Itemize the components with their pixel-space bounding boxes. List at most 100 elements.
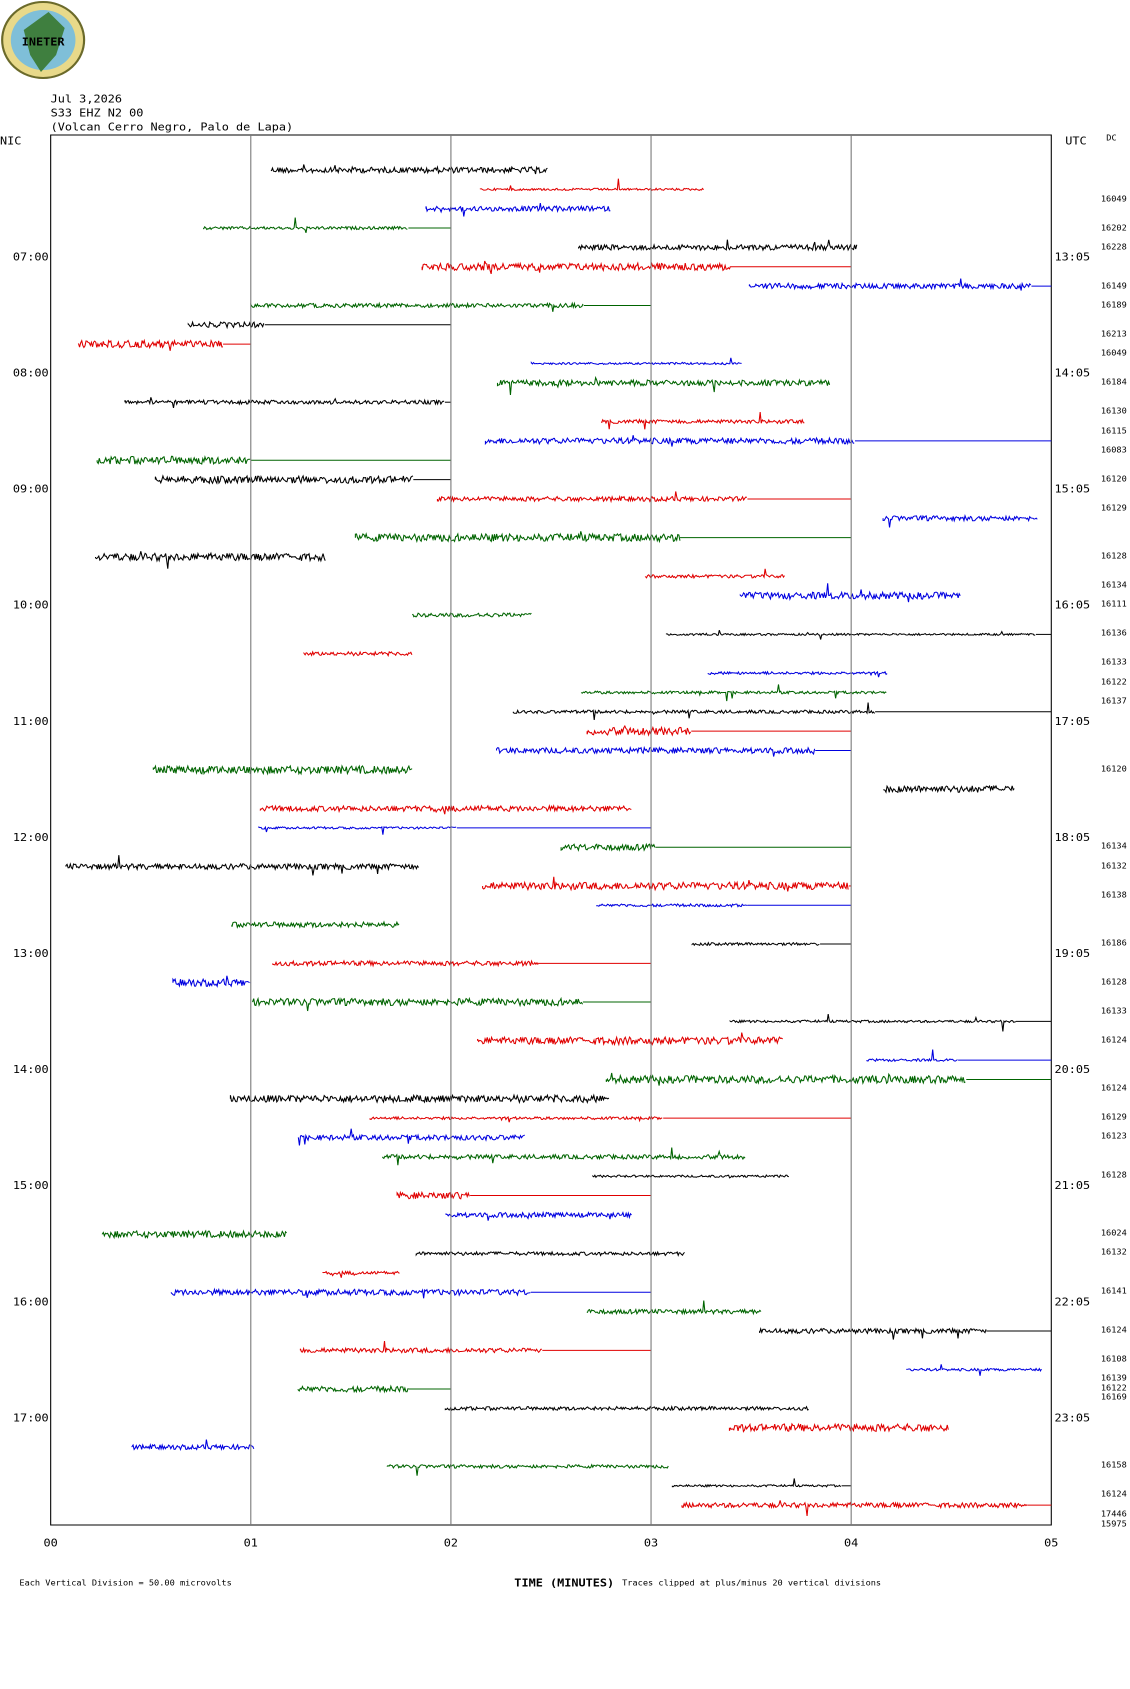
- trace: [445, 1210, 632, 1221]
- dc-value: 16083: [1101, 445, 1127, 455]
- trace: [580, 684, 887, 702]
- trace: [882, 513, 1038, 528]
- right-time: 14:05: [1055, 366, 1091, 379]
- trace: [229, 1093, 610, 1105]
- trace: [96, 455, 251, 466]
- left-time: 16:00: [13, 1295, 49, 1308]
- dc-value: 16123: [1101, 1131, 1127, 1141]
- x-tick-label: 00: [44, 1536, 58, 1549]
- trace: [691, 941, 820, 947]
- dc-value: 16133: [1101, 657, 1127, 667]
- dc-value: 16149: [1101, 281, 1127, 291]
- left-zone: NIC: [0, 134, 21, 147]
- trace: [124, 397, 445, 408]
- dc-value: 16134: [1101, 580, 1127, 590]
- dc-value: 16132: [1101, 1247, 1127, 1257]
- dc-value: 16108: [1101, 1354, 1127, 1364]
- dc-value: 16134: [1101, 841, 1127, 851]
- dc-value: 16133: [1101, 1006, 1127, 1016]
- trace: [131, 1439, 255, 1452]
- trace: [596, 902, 748, 908]
- division-note: Each Vertical Division = 50.00 microvolt…: [19, 1578, 231, 1588]
- left-time: 08:00: [13, 366, 49, 379]
- trace: [484, 435, 855, 447]
- trace: [605, 1072, 966, 1086]
- trace: [412, 612, 532, 618]
- x-tick-label: 01: [244, 1536, 258, 1549]
- trace: [101, 1229, 287, 1240]
- trace: [436, 491, 748, 504]
- logo: INETER: [1, 1, 86, 79]
- right-time: 18:05: [1055, 830, 1091, 843]
- trace: [560, 842, 656, 852]
- dc-title: DC: [1106, 133, 1116, 143]
- dc-value: 16184: [1101, 377, 1127, 387]
- dc-value: 16120: [1101, 764, 1127, 774]
- date: Jul 3,2026: [51, 92, 122, 105]
- trace: [270, 164, 548, 175]
- left-time: 14:00: [13, 1062, 49, 1075]
- traces: [65, 164, 1052, 1517]
- dc-value: 16169: [1101, 1392, 1127, 1402]
- right-time: 19:05: [1055, 946, 1091, 959]
- dc-value: 16124: [1101, 1083, 1127, 1093]
- dc-value: 16138: [1101, 890, 1127, 900]
- dc-value: 16128: [1101, 551, 1127, 561]
- dc-value: 16049: [1101, 348, 1127, 358]
- trace: [729, 1014, 1017, 1032]
- trace: [369, 1115, 663, 1123]
- trace: [728, 1422, 949, 1433]
- x-tick-label: 03: [644, 1536, 658, 1549]
- dc-value: 16024: [1101, 1228, 1127, 1238]
- trace: [530, 357, 742, 366]
- right-time: 21:05: [1055, 1179, 1091, 1192]
- trace: [386, 1463, 669, 1476]
- dc-value: 16202: [1101, 223, 1127, 233]
- clip-note: Traces clipped at plus/minus 20 vertical…: [622, 1578, 881, 1588]
- trace: [322, 1270, 400, 1278]
- trace: [297, 1128, 526, 1146]
- trace: [671, 1478, 842, 1488]
- right-time: 13:05: [1055, 250, 1091, 263]
- trace: [203, 217, 408, 233]
- trace: [586, 1300, 762, 1316]
- trace: [479, 178, 704, 192]
- trace: [421, 260, 732, 275]
- dc-value: 16136: [1101, 628, 1127, 638]
- trace: [496, 375, 831, 395]
- x-tick-label: 04: [844, 1536, 858, 1549]
- trace: [303, 650, 413, 658]
- trace: [231, 920, 400, 929]
- right-time: 22:05: [1055, 1295, 1091, 1308]
- trace: [299, 1340, 542, 1355]
- trace: [482, 876, 849, 892]
- plot-frame: [50, 134, 1052, 1526]
- trace: [739, 583, 961, 603]
- trace: [382, 1147, 746, 1166]
- dc-value: 16111: [1101, 599, 1127, 609]
- trace: [272, 959, 539, 968]
- dc-value: 16122: [1101, 677, 1127, 687]
- trace: [644, 568, 785, 580]
- trace: [297, 1384, 409, 1394]
- station: S33 EHZ N2 00: [51, 106, 144, 119]
- dc-value: 15975: [1101, 1519, 1127, 1529]
- right-zone: UTC: [1065, 134, 1086, 147]
- trace: [258, 825, 457, 835]
- trace: [172, 975, 250, 988]
- right-time: 17:05: [1055, 714, 1091, 727]
- location: (Volcan Cerro Negro, Palo de Lapa): [51, 120, 293, 133]
- dc-value: 16124: [1101, 1325, 1127, 1335]
- trace: [759, 1326, 987, 1340]
- dc-value: 16129: [1101, 1112, 1127, 1122]
- x-tick-label: 02: [444, 1536, 458, 1549]
- trace: [681, 1500, 1028, 1517]
- dc-value: 16141: [1101, 1286, 1127, 1296]
- dc-value: 16129: [1101, 503, 1127, 513]
- dc-value: 16128: [1101, 1170, 1127, 1180]
- trace: [866, 1049, 958, 1063]
- dc-value: 16213: [1101, 329, 1127, 339]
- trace: [354, 531, 681, 544]
